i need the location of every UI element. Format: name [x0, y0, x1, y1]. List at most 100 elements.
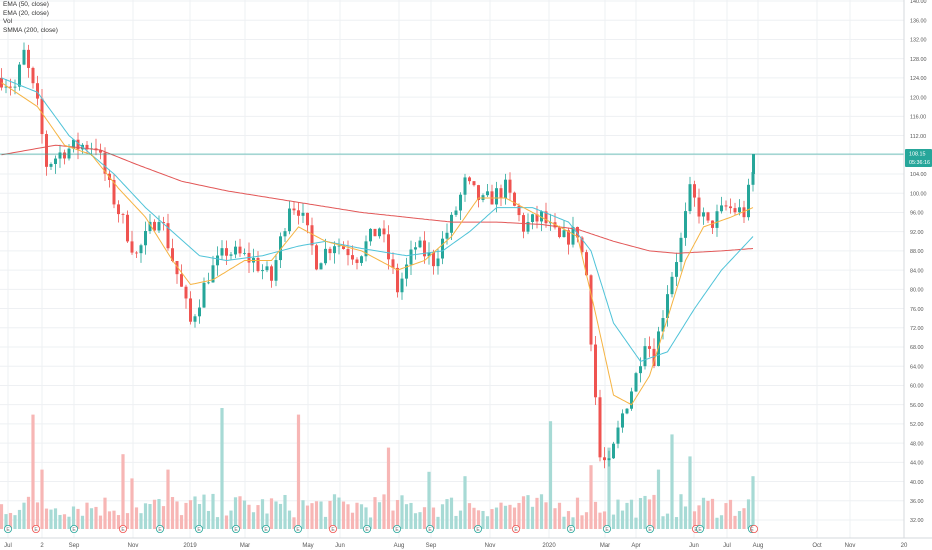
volume-bar — [526, 495, 530, 529]
volume-bar — [373, 497, 377, 529]
candle-body — [535, 214, 539, 222]
earnings-marker — [567, 525, 576, 534]
volume-bar — [130, 478, 134, 529]
candle-body — [436, 258, 440, 267]
candle-body — [211, 265, 215, 283]
volume-bar — [391, 510, 395, 529]
candle-body — [661, 318, 665, 332]
time-tick-label: May — [302, 543, 313, 549]
candle-body — [117, 204, 120, 215]
volume-bar — [454, 515, 458, 529]
volume-bar — [260, 499, 265, 529]
candle-body — [171, 248, 174, 262]
volume-bar — [476, 510, 481, 529]
volume-bar — [553, 508, 557, 529]
earnings-icon: E — [476, 527, 480, 533]
time-tick-label: Aug — [394, 543, 405, 549]
volume-bar — [0, 504, 4, 529]
candle-body — [45, 134, 48, 167]
volume-bar — [589, 465, 593, 529]
candle-body — [670, 276, 674, 295]
candle-body — [144, 231, 147, 246]
volume-bars — [0, 408, 755, 529]
volume-bar — [292, 517, 296, 529]
volume-bar — [616, 499, 620, 529]
volume-bar — [355, 502, 359, 529]
candle-body — [526, 221, 530, 232]
price-tick-label: 120.00 — [910, 95, 927, 101]
price-tick-label: 32.00 — [910, 518, 924, 524]
earnings-icon: E — [365, 527, 369, 533]
candle-body — [355, 259, 359, 263]
candle-body — [283, 231, 287, 237]
candle-body — [337, 245, 341, 247]
earnings-icon: E — [605, 527, 609, 533]
candle-body — [747, 184, 750, 218]
candle-body — [198, 307, 201, 317]
legend-ema20[interactable]: EMA (20, close) — [3, 9, 49, 17]
time-tick-label: Oct — [812, 543, 822, 549]
volume-bar — [8, 512, 13, 529]
candle-body — [585, 252, 588, 276]
price-tick-label: 56.00 — [910, 403, 924, 409]
candle-body — [22, 49, 26, 65]
candle-body — [67, 148, 71, 159]
legend-vol[interactable]: Vol — [3, 18, 13, 26]
candle-body — [148, 221, 152, 232]
candle-body — [589, 275, 593, 345]
volume-bar — [301, 500, 305, 529]
volume-bar — [125, 513, 130, 529]
candle-body — [414, 247, 417, 250]
candle-body — [738, 207, 741, 213]
time-tick-label: Jun — [689, 543, 699, 549]
candle-body — [630, 391, 633, 409]
candle-body — [328, 248, 332, 254]
volume-bar — [643, 495, 647, 529]
volume-bar — [485, 516, 490, 529]
volume-bar — [742, 508, 746, 529]
candle-body — [112, 179, 116, 205]
volume-bar — [548, 421, 553, 529]
volume-bar — [409, 502, 413, 529]
candle-body — [319, 263, 323, 270]
volume-bar — [661, 516, 665, 529]
candle-body — [612, 443, 615, 459]
volume-bar — [112, 510, 116, 529]
volume-bar — [233, 497, 238, 529]
candle-body — [607, 458, 611, 461]
candle-body — [540, 211, 543, 222]
candle-body — [697, 197, 701, 217]
volume-bar — [607, 447, 611, 529]
candle-body — [193, 316, 197, 322]
candle-body — [216, 255, 219, 266]
candle-body — [49, 164, 53, 167]
earnings-icon: E — [234, 527, 238, 533]
candle-body — [225, 248, 228, 256]
earnings-icon: E — [331, 527, 335, 533]
legend-ema50[interactable]: EMA (50, close) — [3, 1, 49, 8]
candle-body — [657, 331, 660, 366]
volume-bar — [359, 504, 364, 529]
volume-bar — [170, 497, 175, 529]
volume-bar — [679, 494, 683, 529]
earnings-marker — [750, 525, 759, 534]
candle-body — [324, 248, 327, 264]
candle-body — [373, 228, 377, 237]
price-tick-label: 36.00 — [910, 499, 924, 505]
volume-bar — [490, 509, 494, 529]
candle-body — [391, 259, 395, 268]
volume-bar — [508, 504, 512, 529]
time-tick-label: Jul — [4, 543, 12, 549]
price-tick-label: 48.00 — [910, 441, 924, 447]
candle-body — [130, 241, 134, 253]
candle-body — [342, 245, 345, 250]
volume-bar — [121, 454, 125, 529]
legend-smma200[interactable]: SMMA (200, close) — [3, 26, 58, 34]
volume-bar — [463, 476, 467, 529]
volume-bar — [472, 507, 476, 529]
time-tick-label: Jun — [335, 543, 345, 549]
volume-bar — [179, 515, 184, 529]
candle-body — [427, 252, 431, 257]
candle-body — [99, 150, 102, 153]
